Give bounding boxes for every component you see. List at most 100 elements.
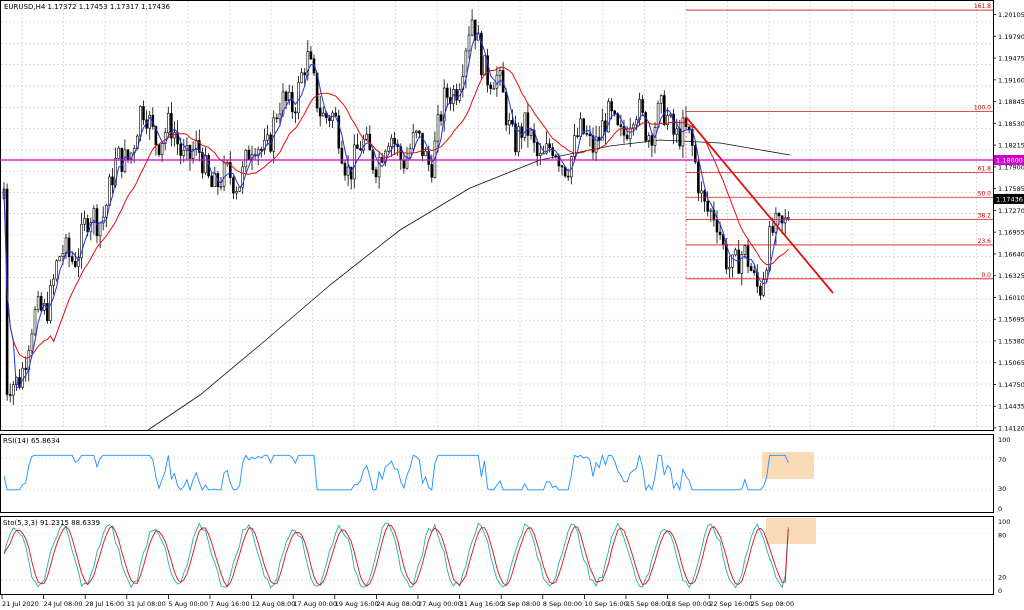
rsi-label: RSI(14) 65.8634	[3, 437, 60, 445]
price-tick-label: 1.14435	[998, 403, 1024, 411]
time-tick-label: 3 Sep 08:00	[501, 600, 540, 608]
candle	[545, 143, 548, 154]
candle	[647, 135, 651, 141]
candle	[108, 176, 111, 206]
price-tick-label: 1.15380	[998, 337, 1024, 345]
fib-label: 38.2	[978, 212, 992, 219]
price-tick-label: 1.18530	[998, 120, 1024, 128]
time-tick-label: 31 Aug 16:00	[460, 600, 504, 608]
time-tick-label: 28 Jul 16:00	[85, 600, 124, 608]
candle	[411, 132, 415, 150]
candle	[715, 219, 719, 233]
candle	[405, 157, 409, 169]
candle	[33, 309, 37, 335]
candle	[297, 82, 300, 114]
candle	[421, 132, 424, 157]
candle	[628, 127, 632, 140]
candle	[582, 118, 586, 134]
candle	[560, 165, 564, 168]
price-tick-label: 1.16640	[998, 250, 1024, 258]
candle	[349, 166, 353, 180]
candle	[377, 157, 381, 178]
price-tick-label: 1.19475	[998, 55, 1024, 63]
candle	[588, 133, 592, 137]
candle	[365, 133, 369, 140]
candle	[445, 87, 449, 98]
candle	[284, 91, 288, 101]
candle	[650, 135, 654, 146]
candle	[64, 237, 68, 254]
candle	[613, 110, 617, 115]
candle	[607, 101, 610, 133]
candle	[644, 112, 648, 141]
candle	[179, 143, 182, 156]
candle	[352, 144, 356, 180]
time-axis: 21 Jul 2020 24 Jul 08:00 28 Jul 16:00 31 Ju…	[1, 595, 794, 608]
price-tick-label: 1.14750	[998, 381, 1024, 389]
candle	[98, 222, 102, 237]
fib-label: 100.0	[974, 105, 991, 112]
candle	[123, 149, 127, 172]
stoch-highlight	[766, 518, 816, 544]
candle	[191, 149, 195, 159]
candle	[728, 267, 731, 270]
fib-label: 0.0	[981, 272, 991, 279]
candle	[148, 114, 151, 129]
stoch-panel-frame	[0, 516, 994, 595]
candle	[142, 106, 145, 121]
rsi-axis-label: 0	[998, 505, 1002, 513]
time-tick-label: 8 Sep 00:00	[543, 600, 582, 608]
rsi-axis-label: 100	[998, 436, 1010, 444]
candle	[24, 367, 28, 370]
candle	[219, 185, 223, 188]
candle	[635, 119, 638, 126]
candle	[514, 123, 517, 153]
candle	[600, 120, 604, 141]
candle	[309, 51, 313, 60]
candle	[356, 144, 359, 149]
candle	[263, 139, 266, 151]
annotations[interactable]	[0, 116, 993, 544]
candle	[483, 55, 486, 76]
candle	[548, 143, 551, 148]
candle	[222, 162, 226, 187]
rsi-highlight	[762, 452, 814, 479]
time-tick-label: 5 Aug 00:00	[168, 600, 208, 608]
candle	[266, 134, 269, 141]
stoch-main-path	[3, 522, 789, 589]
rsi-panel-frame	[0, 434, 994, 513]
ma-200-line	[147, 139, 791, 431]
candle	[232, 177, 235, 194]
price-tick-label: 1.17585	[998, 185, 1024, 193]
time-tick-label: 24 Jul 08:00	[44, 600, 83, 608]
candle	[591, 135, 595, 153]
candle	[641, 99, 644, 113]
ma-slow-path	[3, 66, 789, 359]
fibonacci-retracement[interactable]: 161.8 100.0 61.8 50.0 38.2 23.6 0.0	[685, 3, 993, 280]
candle	[30, 333, 34, 352]
candle	[12, 384, 15, 396]
stoch-axis-label: 20	[998, 574, 1006, 582]
candle	[529, 129, 533, 136]
trend-line	[685, 116, 834, 294]
stochastic-lines	[3, 522, 789, 589]
candle	[731, 254, 734, 268]
price-tick-label: 1.20105	[998, 11, 1024, 19]
candle	[734, 249, 737, 256]
candle	[740, 254, 744, 274]
candle	[662, 95, 666, 125]
stoch-signal-path	[3, 524, 789, 588]
candle	[170, 113, 173, 139]
candle	[480, 32, 483, 76]
grid	[1, 1, 993, 581]
candle	[359, 148, 362, 151]
level-price-box	[994, 154, 1024, 165]
candle	[631, 124, 635, 129]
candle	[706, 201, 710, 212]
candle	[70, 256, 74, 262]
candle	[762, 279, 765, 296]
time-tick-label: 27 Aug 00:00	[418, 600, 462, 608]
candle	[470, 19, 474, 36]
chart-header: EURUSD,H4 1.17372 1.17453 1.17317 1.1743…	[4, 3, 171, 11]
